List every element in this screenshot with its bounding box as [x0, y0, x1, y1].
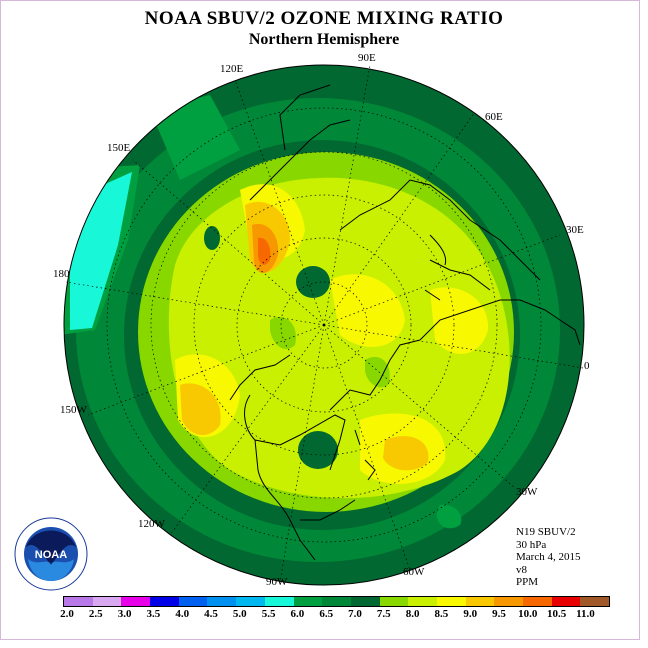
colorbar — [63, 596, 611, 607]
colorbar-swatch — [580, 597, 610, 606]
info-block: N19 SBUV/2 30 hPa March 4, 2015 v8 PPM — [516, 526, 580, 589]
lon-label-60e: 60E — [485, 111, 503, 123]
lon-label-120e: 120E — [220, 63, 244, 75]
colorbar-swatch — [293, 597, 323, 606]
lon-label-150w: 150W — [60, 404, 87, 416]
figure-frame — [0, 0, 640, 640]
info-units: PPM — [516, 576, 539, 589]
coastlines — [229, 84, 581, 561]
colorbar-tick-label: 8.0 — [405, 608, 420, 620]
colorbar-tick-label: 5.5 — [261, 608, 276, 620]
info-version: v8 — [516, 563, 527, 576]
colorbar-tick-label: 4.5 — [204, 608, 218, 620]
colorbar-swatch — [494, 597, 523, 606]
colorbar-tick-label: 7.0 — [348, 608, 362, 620]
colorbar-swatch — [523, 597, 552, 606]
colorbar-tick-label: 9.5 — [492, 608, 506, 620]
lon-label-120w: 120W — [138, 518, 165, 530]
map-border — [63, 64, 585, 586]
colorbar-tick-label: 2.0 — [60, 608, 74, 620]
colorbar-tick-label: 3.0 — [117, 608, 132, 620]
lon-label-60w: 60W — [403, 566, 425, 578]
lon-label-30w: 30W — [516, 486, 538, 498]
lon-label-90e: 90E — [358, 52, 376, 64]
lon-label-150e: 150E — [107, 142, 131, 154]
colorbar-swatch — [150, 597, 179, 606]
colorbar-tick-label: 6.0 — [290, 608, 305, 620]
colorbar-tick-label: 3.5 — [146, 608, 161, 620]
lon-label-180: 180 — [53, 268, 70, 280]
colorbar-swatch — [551, 597, 581, 606]
colorbar-swatch — [121, 597, 151, 606]
colorbar-tick-label: 10.5 — [546, 608, 567, 620]
colorbar-tick-label: 2.5 — [88, 608, 103, 620]
colorbar-swatch — [408, 597, 437, 606]
map-title: NOAA SBUV/2 OZONE MIXING RATIO — [144, 8, 504, 29]
info-date: March 4, 2015 — [516, 551, 581, 564]
colorbar-tick-label: 9.0 — [463, 608, 478, 620]
colorbar-tick-label: 5.0 — [232, 608, 247, 620]
colorbar-tick-label: 6.5 — [319, 608, 334, 620]
colorbar-tick-label: 4.0 — [175, 608, 190, 620]
colorbar-swatch — [465, 597, 495, 606]
colorbar-swatch — [322, 597, 351, 606]
colorbar-swatch — [379, 597, 409, 606]
colorbar-swatch — [264, 597, 294, 606]
noaa-logo: NOAA — [14, 517, 88, 591]
colorbar-tick-label: 10.0 — [518, 608, 538, 620]
colorbar-tick-label: 11.0 — [576, 608, 595, 620]
info-level: 30 hPa — [516, 538, 547, 551]
colorbar-swatch — [236, 597, 265, 606]
colorbar-swatch — [178, 597, 208, 606]
colorbar-swatch — [436, 597, 466, 606]
colorbar-swatch — [92, 597, 122, 606]
graticule — [65, 64, 584, 583]
lon-label-30e: 30E — [566, 224, 584, 236]
colorbar-tick-label: 7.5 — [376, 608, 391, 620]
info-satellite: N19 SBUV/2 — [516, 526, 576, 538]
colorbar-tick-label: 8.5 — [434, 608, 449, 620]
map-subtitle: Northern Hemisphere — [248, 31, 400, 48]
colorbar-swatch — [350, 597, 380, 606]
colorbar-swatch — [207, 597, 237, 606]
lon-label-90w: 90W — [266, 576, 288, 588]
lon-label-0: 0 — [584, 360, 590, 372]
colorbar-swatch — [64, 597, 93, 606]
logo-wordmark: NOAA — [35, 549, 67, 561]
